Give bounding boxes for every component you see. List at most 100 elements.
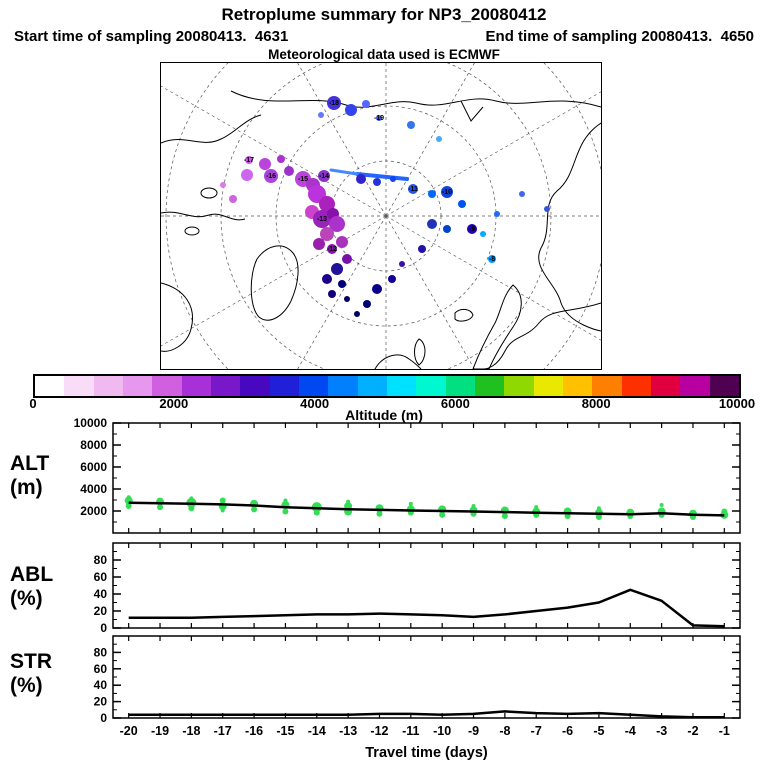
alt-scatter-dot [721, 508, 728, 515]
timeseries-panels: 2000 4000 6000 8000 10000 0 20 40 60 80 0 20 40 60 80 -… [74, 416, 741, 761]
x-tick-label: -1 [719, 724, 730, 738]
map-dot [428, 190, 436, 198]
map-dot-label: -8 [489, 256, 495, 263]
x-tick-label: -10 [433, 724, 451, 738]
map-dot-label: -13 [317, 216, 327, 223]
panel-STR: 0 20 40 60 80 [94, 635, 741, 725]
alt-scatter-dot [471, 504, 476, 509]
x-tick-label: -12 [370, 724, 388, 738]
alt-scatter-dot [157, 504, 164, 511]
map-dot [427, 219, 437, 229]
abl-axis-group: ABL (%) [10, 563, 106, 611]
map-dot [241, 169, 253, 181]
map-dot [284, 166, 294, 176]
map-dot [259, 158, 271, 170]
y-tick-label: 6000 [80, 460, 107, 474]
map-dot [313, 238, 325, 250]
colorbar-segment [562, 376, 593, 396]
map-dot [372, 284, 382, 294]
alt-scatter-dot [251, 506, 258, 513]
map-dot-label: -14 [319, 173, 329, 180]
x-tick-label: -2 [687, 724, 698, 738]
str-axis-group: STR (%) [10, 650, 106, 698]
map-dot [345, 104, 357, 116]
map-dot-label: -12 [327, 246, 337, 253]
alt-scatter-dot [189, 496, 194, 501]
colorbar-tick: 6000 [440, 396, 470, 411]
graticule-meridian [385, 91, 601, 217]
colorbar-tick: 2000 [159, 396, 189, 411]
figure-title: Retroplume summary for NP3_20080412 [221, 5, 547, 24]
y-tick-label: 10000 [74, 416, 108, 430]
colorbar-segment [357, 376, 387, 396]
alt-scatter-dot [313, 509, 320, 516]
coastlines [161, 90, 601, 369]
alt-scatter-dot [126, 495, 131, 500]
x-tick-label: -5 [593, 724, 604, 738]
panel-ABL: 0 20 40 60 80 [94, 542, 741, 635]
alt-scatter-dot [346, 499, 351, 504]
colorbar-segment [240, 376, 270, 396]
x-tick-label: -16 [245, 724, 263, 738]
alt-axis-group: ALT (m) [10, 452, 106, 500]
x-tick-label: -6 [562, 724, 573, 738]
met-data-line: Meteorological data used is ECMWF [268, 47, 500, 62]
colorbar-label: Altitude (m) [345, 407, 423, 423]
abl-line [128, 588, 725, 628]
map-dot-label: -10 [442, 189, 452, 196]
colorbar-segment [122, 376, 153, 396]
y-tick-label: 80 [94, 645, 108, 659]
map-dot [488, 255, 496, 263]
y-tick-label: 80 [94, 553, 108, 567]
x-tick-label: -7 [531, 724, 542, 738]
alt-axis-unit: (m) [10, 476, 43, 500]
x-tick-label: -15 [276, 724, 294, 738]
str-axis-unit: (%) [10, 674, 43, 698]
abl-axis-unit: (%) [10, 587, 43, 611]
map-dot-label: -17 [244, 157, 254, 164]
alt-scatter-dot [595, 514, 602, 521]
colorbar-tick: 8000 [581, 396, 611, 411]
y-tick-label: 40 [94, 678, 108, 692]
x-tick-label: -11 [402, 724, 419, 738]
colorbar-segment [64, 376, 94, 396]
y-tick-label: 20 [94, 695, 108, 709]
map-dot [363, 300, 371, 308]
map-dot [318, 112, 324, 118]
graticule-meridian [385, 215, 475, 369]
alt-scatter-dot [501, 512, 508, 519]
alt-scatter-dot [282, 508, 289, 515]
map-dot [407, 121, 415, 129]
alt-scatter-dot [596, 506, 601, 511]
colorbar-tick: 4000 [300, 396, 330, 411]
colorbar-tick: 10000 [718, 396, 756, 411]
y-tick-label: 20 [94, 604, 108, 618]
colorbar-tick-labels: 0 2000 4000 6000 8000 10000 [29, 396, 755, 411]
y-tick-label: 60 [94, 570, 108, 584]
map-dot [354, 311, 360, 317]
colorbar-segment [621, 376, 651, 396]
map-dot [342, 254, 352, 264]
map-dot [322, 274, 332, 284]
trajectory-streak [329, 168, 359, 176]
colorbar-segment [386, 376, 417, 396]
y-tick-label: 8000 [80, 438, 107, 452]
map-dot [519, 191, 525, 197]
y-tick-label: 0 [100, 621, 107, 635]
map-dot [443, 225, 451, 233]
map-dot [399, 261, 405, 267]
polar-map: -18 -19 -17 -16 -15 -14 -13 -12 -11 -10 -9 -8 [160, 62, 602, 370]
map-dot [544, 206, 550, 212]
y-tick-label: 60 [94, 662, 108, 676]
x-tick-label: -19 [151, 724, 169, 738]
colorbar-segment [210, 376, 241, 396]
colorbar-segment [474, 376, 505, 396]
map-dot-label: -16 [266, 173, 276, 180]
map-dot [344, 296, 350, 302]
x-tick-label: -20 [120, 724, 138, 738]
map-dot [390, 176, 396, 182]
map-dot [441, 186, 453, 198]
map-dot [362, 100, 370, 108]
map-dot [264, 169, 278, 183]
